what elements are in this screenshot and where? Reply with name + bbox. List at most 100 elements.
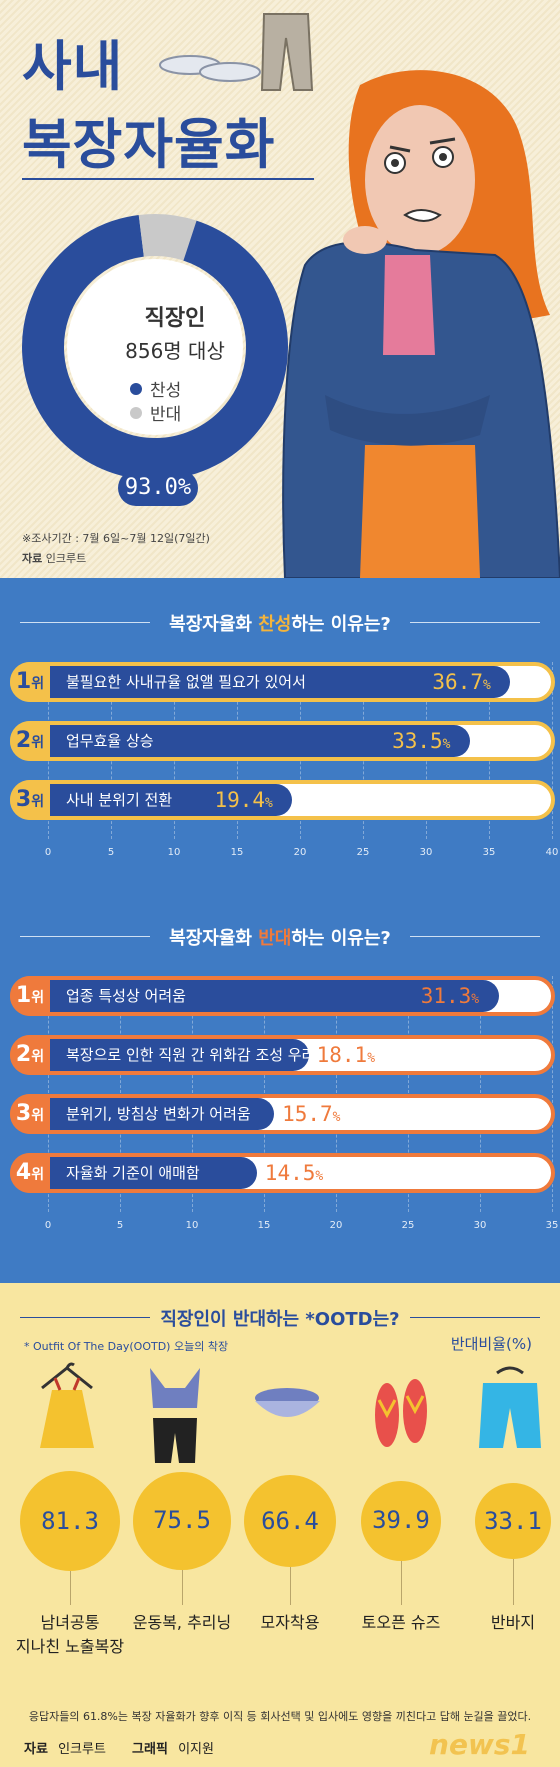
pants-illustration [260,13,314,91]
axis-tick-label: 35 [482,847,496,858]
axis-tick-label: 30 [419,847,433,858]
intro-section: 사내 복장자율화 직장인 856명 대상 찬성 반대 93.0% ※조사기간 :… [0,0,560,578]
axis-tick-label: 20 [329,1220,343,1231]
legend-agree-label: 찬성 [150,381,182,401]
woman-illustration [282,70,560,578]
axis-tick-label: 25 [356,847,370,858]
ootd-ratio-label: 반대비율(%) [450,1335,532,1353]
bar [50,1157,257,1189]
ootd-note: * Outfit Of The Day(OOTD) 오늘의 착장 [24,1340,229,1353]
ootd-connector-line [513,1559,514,1605]
ootd-category-line: 토오픈 슈즈 [361,1613,441,1632]
agree-percent-badge: 93.0% [118,470,198,506]
bar-value-number: 15.7 [282,1102,333,1126]
ootd-connector-line [290,1567,291,1605]
axis-tick-label: 10 [167,847,181,858]
bar [50,725,471,757]
axis-tick-label: 0 [44,1220,52,1231]
bar-value-unit: % [471,992,480,1007]
bar-value-unit: % [482,678,491,693]
bar-value-label: 31.3% [421,976,479,1020]
ootd-category-line: 반바지 [490,1613,536,1632]
ootd-title: 직장인이 반대하는 *OOTD는? [160,1309,400,1330]
bar-value-number: 31.3 [420,984,472,1008]
bar-row: 3위 사내 분위기 전환 19.4% [10,780,555,820]
bar-row: 2위 복장으로 인한 직원 간 위화감 조성 우려 18.1% [10,1035,555,1075]
axis-tick-label: 20 [293,847,307,858]
ootd-category-label: 남녀공통 지나친 노출복장 [10,1611,130,1659]
legend-agree-dot [130,382,142,395]
rank-number: 2 [15,728,32,753]
rule-left-oppose [20,936,150,937]
axis-tick-label: 40 [545,847,559,858]
agree-title-highlight: 찬성 [258,614,292,635]
bar-value-label: 36.7% [432,662,490,706]
survey-subject-line1: 직장인 [144,306,206,331]
bar-label: 분위기, 방침상 변화가 어려움 [66,1105,251,1123]
bar-row: 1위 불필요한 사내규율 없앨 필요가 있어서 36.7% [10,662,555,702]
footer-source-label: 자료 [24,1742,48,1757]
ootd-category-line: 운동복, 추리닝 [132,1613,232,1632]
survey-period: ※조사기간 : 7월 6일~7월 12일(7일간) [22,532,210,545]
rank-badge: 4위 [10,1153,50,1193]
agree-reasons-title: 복장자율화 찬성하는 이유는? [0,610,560,636]
visor-cap-icon [255,1388,320,1417]
oppose-reasons-title: 복장자율화 반대하는 이유는? [0,924,560,950]
ootd-rule-right [410,1317,540,1318]
flip-flops-icon [375,1379,427,1447]
rank-badge: 3위 [10,780,50,820]
donut-oppose-arc [22,214,288,480]
bar-label: 사내 분위기 전환 [66,791,173,809]
bar-label: 업종 특성상 어려움 [66,987,186,1005]
rank-suffix: 위 [31,1049,45,1065]
rank-badge: 1위 [10,976,50,1016]
rank-suffix: 위 [31,735,45,751]
bar-value-label: 15.7% [282,1094,340,1138]
bar-value-number: 36.7 [432,670,483,694]
ootd-rule-left [20,1317,150,1318]
rank-suffix: 위 [31,676,45,692]
axis-tick-label: 10 [185,1220,199,1231]
bar-value-number: 18.1 [316,1043,368,1067]
rank-suffix: 위 [31,1167,45,1183]
bar-value-label: 18.1% [317,1035,375,1079]
bar-value-label: 33.5% [392,721,450,765]
title-rule [22,178,314,180]
bar-label: 자율화 기준이 애매함 [66,1164,200,1182]
donut-chart [22,214,288,480]
rule-right-oppose [410,936,540,937]
ootd-category-label: 모자착용 [230,1611,350,1635]
rank-badge: 1위 [10,662,50,702]
bar-value-number: 14.5 [264,1161,316,1185]
sportswear-icon [150,1368,200,1463]
ootd-value-circle: 33.1 [474,1482,552,1560]
footer-graphic-label: 그래픽 [132,1742,168,1757]
rank-suffix: 위 [31,794,45,810]
ootd-value-circle: 66.4 [243,1474,337,1568]
rank-badge: 2위 [10,721,50,761]
survey-subject-line2: 856명 대상 [125,339,225,363]
shoes-illustration [159,55,261,82]
axis-tick-label: 15 [230,847,244,858]
bar [50,1039,309,1071]
legend-agree: 찬성 [130,376,181,401]
bar-label: 불필요한 사내규율 없앨 필요가 있어서 [66,673,306,691]
bar-row: 1위 업종 특성상 어려움 31.3% [10,976,555,1016]
bar [50,666,511,698]
oppose-title-highlight: 반대 [258,928,292,949]
news1-logo: news1 [429,1728,530,1761]
footer-graphic-name: 이지원 [178,1742,214,1757]
bar-value-number: 19.4 [214,788,266,812]
source-name: 인크루트 [45,552,87,565]
rank-number: 3 [15,1101,32,1126]
ootd-value-circle: 75.5 [133,1472,231,1570]
bar-row: 4위 자율화 기준이 애매함 14.5% [10,1153,555,1193]
rank-number: 3 [15,787,32,812]
footer-credit: 자료 인크루트 그래픽 이지원 [24,1738,214,1757]
title-line2: 복장자율화 [22,113,276,176]
rank-number: 1 [15,669,32,694]
shorts-icon [479,1366,541,1448]
bar-row: 2위 업무효율 상승 33.5% [10,721,555,761]
rank-badge: 3위 [10,1094,50,1134]
bar [50,980,499,1012]
